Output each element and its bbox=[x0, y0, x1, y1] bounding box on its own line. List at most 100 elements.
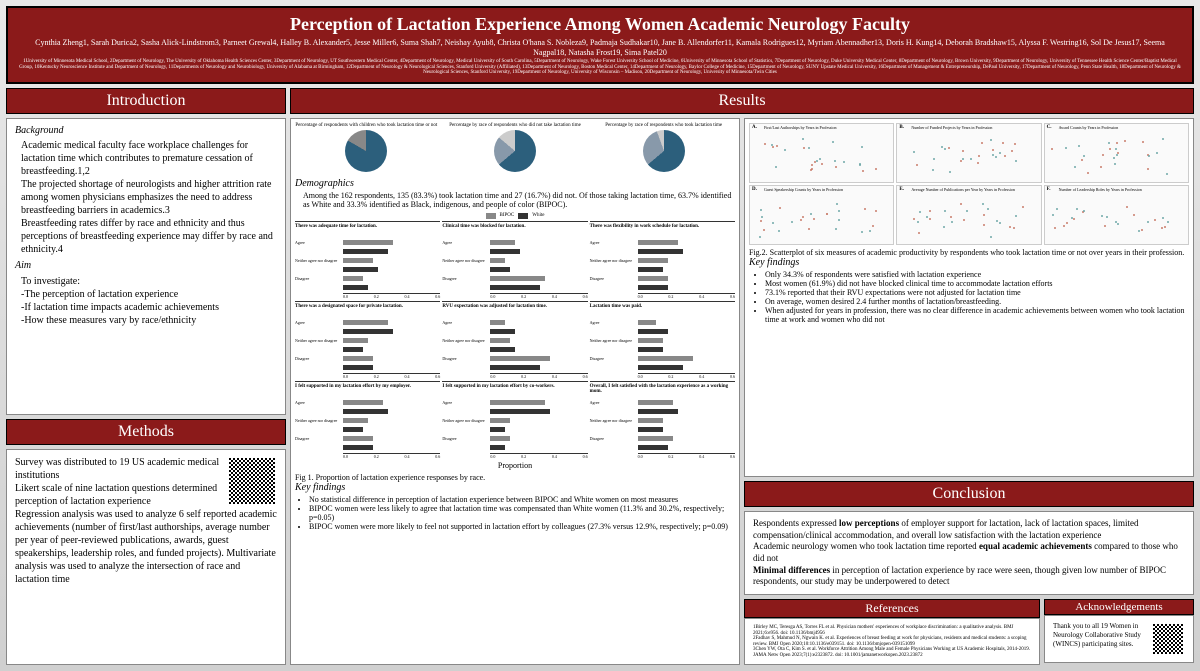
bar-white bbox=[343, 285, 368, 290]
scatter-title: First/Last Authorships by Years in Profe… bbox=[764, 125, 836, 130]
bar-bipoc bbox=[638, 356, 693, 361]
bar-bipoc bbox=[343, 276, 363, 281]
scatter-dots bbox=[901, 134, 1036, 178]
bar-bipoc bbox=[343, 320, 388, 325]
bar-bipoc bbox=[638, 400, 673, 405]
fig1-kf-label: Key findings bbox=[295, 482, 735, 493]
bar-level-label: Disagree bbox=[590, 276, 638, 281]
bar-bipoc bbox=[343, 258, 373, 263]
middle-column: Results Percentage of respondents with c… bbox=[290, 88, 1194, 665]
bar-row: Neither agree nor disagree bbox=[442, 257, 587, 265]
bar-row bbox=[442, 248, 587, 256]
scatter-label: C. bbox=[1047, 125, 1052, 130]
legend-bipoc: BIPOC bbox=[500, 213, 515, 218]
results-header: Results bbox=[290, 88, 1194, 114]
bar-panel: I felt supported in my lactation effort … bbox=[442, 381, 587, 459]
bar-bipoc bbox=[490, 418, 510, 423]
bar-level-label: Agree bbox=[590, 320, 638, 325]
bar-white bbox=[638, 267, 663, 272]
bar-row: Disagree bbox=[295, 355, 440, 363]
bar-white bbox=[490, 409, 550, 414]
ack-qr-icon bbox=[1153, 624, 1183, 654]
bar-level-label: Neither agree nor disagree bbox=[590, 338, 638, 343]
bar-row: Agree bbox=[590, 399, 735, 407]
bar-white bbox=[638, 445, 668, 450]
scatter-dots bbox=[901, 196, 1036, 240]
bar-row: Agree bbox=[295, 399, 440, 407]
bar-row bbox=[442, 266, 587, 274]
bar-white bbox=[343, 347, 363, 352]
bar-white bbox=[343, 445, 373, 450]
bar-level-label: Disagree bbox=[442, 276, 490, 281]
fig2-caption: Fig.2. Scatterplot of six measures of ac… bbox=[749, 248, 1189, 257]
bar-panel: There was flexibility in work schedule f… bbox=[590, 221, 735, 299]
bar-white bbox=[343, 329, 393, 334]
pie2-title: Percentage by race of respondents who di… bbox=[444, 123, 587, 128]
finding-item: BIPOC women were less likely to agree th… bbox=[309, 504, 735, 522]
left-column: Introduction Background Academic medical… bbox=[6, 88, 286, 665]
bar-bipoc bbox=[638, 240, 678, 245]
methods-header: Methods bbox=[6, 419, 286, 445]
bar-panel-title: RVU expectation was adjusted for lactati… bbox=[442, 304, 587, 318]
bar-bipoc bbox=[638, 320, 656, 325]
bar-level-label: Disagree bbox=[442, 436, 490, 441]
bar-row bbox=[295, 248, 440, 256]
bar-white bbox=[490, 329, 515, 334]
bar-row: Disagree bbox=[442, 355, 587, 363]
bar-panel: There was adequate time for lactation.Ag… bbox=[295, 221, 440, 299]
bar-bipoc bbox=[638, 418, 663, 423]
legend-swatch-bipoc bbox=[486, 213, 496, 219]
bar-row: Agree bbox=[442, 239, 587, 247]
bar-row: Agree bbox=[295, 239, 440, 247]
bar-row bbox=[295, 444, 440, 452]
bar-row bbox=[295, 284, 440, 292]
bar-level-label: Neither agree nor disagree bbox=[295, 418, 343, 423]
bar-level-label: Neither agree nor disagree bbox=[295, 258, 343, 263]
conclusion-header: Conclusion bbox=[744, 481, 1194, 507]
bar-white bbox=[638, 365, 683, 370]
qr-code-icon bbox=[229, 458, 275, 504]
bar-bipoc bbox=[638, 338, 663, 343]
bar-axis: 0.00.20.40.6 bbox=[490, 293, 587, 299]
bar-bipoc bbox=[343, 356, 373, 361]
bar-legend: BIPOC White bbox=[295, 213, 735, 219]
bar-axis: 0.00.20.40.6 bbox=[343, 453, 440, 459]
fig2-panel: A.First/Last Authorships by Years in Pro… bbox=[744, 118, 1194, 477]
bar-row: Agree bbox=[590, 239, 735, 247]
finding-item: Most women (61.9%) did not have blocked … bbox=[765, 279, 1189, 288]
bar-bipoc bbox=[343, 240, 393, 245]
pie-chart-3 bbox=[643, 130, 685, 172]
bar-grid: There was adequate time for lactation.Ag… bbox=[295, 221, 735, 459]
bar-white bbox=[490, 427, 505, 432]
bar-level-label: Agree bbox=[442, 240, 490, 245]
bar-level-label: Disagree bbox=[295, 356, 343, 361]
bar-bipoc bbox=[490, 436, 510, 441]
pie-chart-2 bbox=[494, 130, 536, 172]
bar-axis: 0.00.20.40.6 bbox=[490, 373, 587, 379]
bar-level-label: Neither agree nor disagree bbox=[590, 258, 638, 263]
legend-swatch-white bbox=[518, 213, 528, 219]
bar-panel-title: I felt supported in my lactation effort … bbox=[442, 384, 587, 398]
bar-white bbox=[638, 409, 678, 414]
finding-item: 73.1% reported that their RVU expectatio… bbox=[765, 288, 1189, 297]
bar-row: Agree bbox=[442, 319, 587, 327]
bar-row: Neither agree nor disagree bbox=[295, 257, 440, 265]
bar-level-label: Disagree bbox=[590, 356, 638, 361]
background-text: Academic medical faculty face workplace … bbox=[15, 139, 277, 256]
bar-row: Neither agree nor disagree bbox=[295, 417, 440, 425]
bar-level-label: Agree bbox=[295, 320, 343, 325]
bar-row bbox=[590, 408, 735, 416]
bar-row: Neither agree nor disagree bbox=[442, 337, 587, 345]
bar-panel: RVU expectation was adjusted for lactati… bbox=[442, 301, 587, 379]
bar-bipoc bbox=[343, 400, 383, 405]
bar-white bbox=[490, 445, 505, 450]
bar-level-label: Agree bbox=[295, 400, 343, 405]
bar-row bbox=[295, 346, 440, 354]
bar-row bbox=[442, 364, 587, 372]
bar-level-label: Neither agree nor disagree bbox=[442, 258, 490, 263]
bar-level-label: Agree bbox=[590, 400, 638, 405]
bar-row: Agree bbox=[295, 319, 440, 327]
bar-white bbox=[343, 427, 363, 432]
bar-row bbox=[590, 248, 735, 256]
bar-row: Neither agree nor disagree bbox=[590, 257, 735, 265]
